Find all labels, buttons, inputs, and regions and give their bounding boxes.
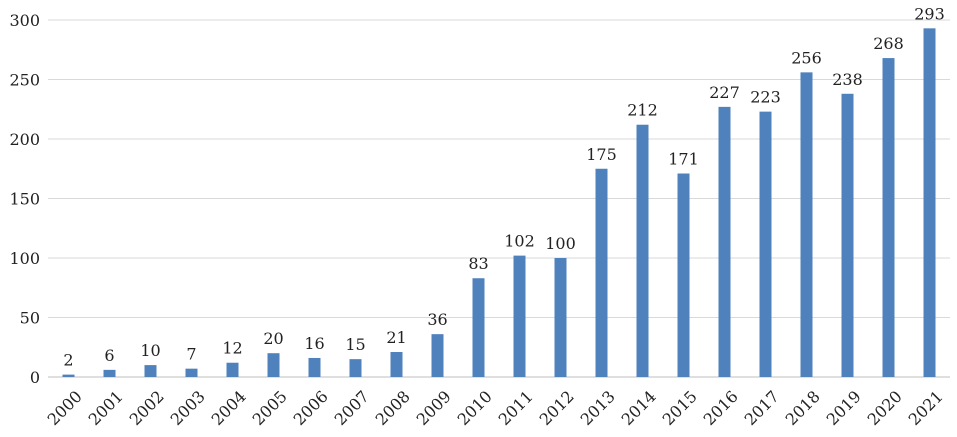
- y-tick-label: 0: [30, 368, 40, 387]
- bar-2001: [103, 369, 116, 377]
- bar-2011: [513, 255, 526, 377]
- data-label: 102: [504, 232, 535, 251]
- x-tick-label: 2014: [618, 387, 660, 429]
- x-tick-label: 2019: [823, 387, 865, 429]
- x-tick-label: 2010: [454, 387, 496, 429]
- bar-2000: [62, 374, 75, 377]
- data-label: 36: [427, 310, 447, 329]
- y-tick-label: 150: [9, 190, 40, 209]
- x-tick-label: 2013: [577, 387, 619, 429]
- data-label: 238: [832, 70, 863, 89]
- x-tick-label: 2018: [782, 387, 824, 429]
- x-tick-label: 2004: [208, 387, 250, 429]
- data-label: 7: [186, 345, 196, 364]
- x-tick-label: 2003: [167, 387, 209, 429]
- data-label: 100: [545, 234, 576, 253]
- bar-2012: [554, 258, 567, 377]
- bar-2008: [390, 352, 403, 377]
- bar-2016: [718, 106, 731, 378]
- bar-2019: [841, 93, 854, 377]
- x-tick-label: 2005: [249, 387, 291, 429]
- bar-2020: [882, 58, 895, 378]
- data-label: 83: [468, 254, 488, 273]
- data-label: 175: [586, 145, 617, 164]
- bar-2004: [226, 362, 239, 377]
- x-tick-label: 2009: [413, 387, 455, 429]
- x-tick-label: 2012: [536, 387, 578, 429]
- bar-2014: [636, 124, 649, 377]
- bar-2017: [759, 111, 772, 377]
- data-label: 223: [750, 88, 781, 107]
- data-label: 6: [104, 346, 114, 365]
- y-tick-label: 300: [9, 11, 40, 30]
- data-label: 227: [709, 83, 740, 102]
- x-tick-label: 2001: [85, 387, 127, 429]
- data-label: 10: [140, 341, 160, 360]
- data-label: 256: [791, 48, 822, 67]
- bar-2006: [308, 357, 321, 377]
- data-label: 268: [873, 34, 904, 53]
- bar-2013: [595, 168, 608, 377]
- bar-2021: [923, 28, 936, 378]
- x-tick-label: 2016: [700, 387, 742, 429]
- x-tick-label: 2007: [331, 387, 373, 429]
- y-tick-label: 250: [9, 71, 40, 90]
- x-tick-label: 2020: [864, 387, 906, 429]
- x-tick-label: 2015: [659, 387, 701, 429]
- bar-2003: [185, 368, 198, 377]
- y-tick-label: 200: [9, 130, 40, 149]
- bar-2018: [800, 72, 813, 378]
- data-label: 2: [63, 351, 73, 370]
- x-tick-label: 2021: [905, 387, 947, 429]
- data-label: 20: [263, 329, 283, 348]
- x-tick-label: 2011: [495, 387, 537, 429]
- x-tick-label: 2002: [126, 387, 168, 429]
- data-label: 171: [668, 150, 699, 169]
- bar-2010: [472, 278, 485, 377]
- x-tick-label: 2000: [44, 387, 86, 429]
- data-label: 212: [627, 101, 658, 120]
- data-label: 12: [222, 339, 242, 358]
- data-label: 16: [304, 334, 324, 353]
- bar-2002: [144, 365, 157, 377]
- x-tick-label: 2008: [372, 387, 414, 429]
- bar-2005: [267, 353, 280, 377]
- x-tick-label: 2017: [741, 387, 783, 429]
- y-tick-label: 100: [9, 249, 40, 268]
- bar-2009: [431, 334, 444, 377]
- y-tick-label: 50: [20, 309, 40, 328]
- data-label: 15: [345, 335, 365, 354]
- x-tick-label: 2006: [290, 387, 332, 429]
- bar-2007: [349, 359, 362, 377]
- data-label: 21: [386, 328, 406, 347]
- data-label: 293: [914, 4, 945, 23]
- bar-2015: [677, 173, 690, 377]
